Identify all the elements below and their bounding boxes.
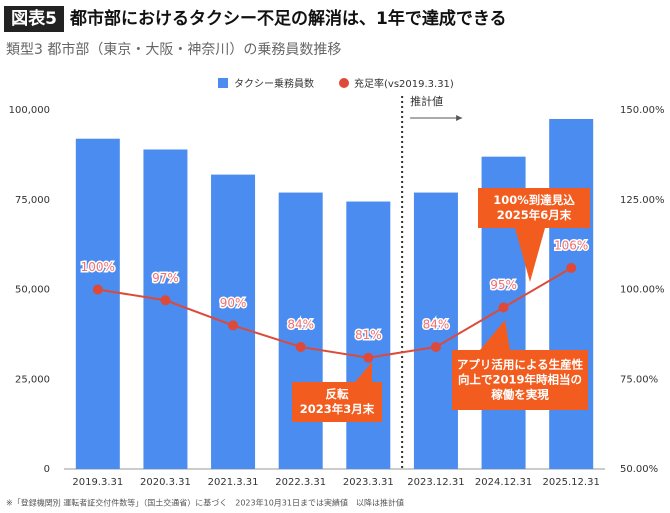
y-tick-label: 75,000: [15, 195, 50, 206]
bar: [413, 192, 458, 469]
annotation-tail: [515, 228, 545, 282]
bar: [143, 149, 188, 470]
badge-box: [4, 6, 64, 32]
data-label: 106%: [554, 238, 588, 252]
annotation-text: 2023年3月末: [300, 402, 375, 416]
chart-title: 類型3 都市部（東京・大阪・神奈川）の乗務員数推移: [6, 41, 341, 58]
forecast-label: 推計値: [410, 94, 443, 108]
badge: 図表5: [11, 8, 57, 29]
point: [566, 262, 577, 273]
forecast-arrowhead: [456, 115, 463, 121]
x-tick-label: 2025.12.31: [543, 477, 600, 488]
data-label: 84%: [287, 317, 314, 331]
annotation-text: 稼働を実現: [491, 388, 549, 402]
annotation-text: アプリ活用による生産性: [457, 358, 584, 372]
y2-tick-label: 50.00%: [620, 464, 658, 475]
annotation-tail: [480, 320, 510, 350]
data-label: 95%: [490, 278, 517, 292]
annotation-box: [478, 188, 590, 228]
point: [430, 341, 441, 352]
point: [295, 341, 306, 352]
data-label: 81%: [355, 328, 382, 342]
x-tick-label: 2024.12.31: [475, 477, 532, 488]
y2-tick-label: 150.00%: [620, 105, 665, 116]
legend-label: タクシー乗務員数: [234, 77, 314, 90]
y-tick-label: 0: [44, 464, 50, 475]
annotation-text: 100%到達見込: [493, 193, 575, 207]
x-tick-label: 2019.3.31: [72, 477, 123, 488]
x-tick-label: 2020.3.31: [140, 477, 191, 488]
legend-swatch: [218, 78, 228, 88]
bar: [549, 118, 594, 469]
x-tick-label: 2022.3.31: [275, 477, 326, 488]
line: [97, 267, 572, 359]
y2-tick-label: 125.00%: [620, 195, 665, 206]
x-tick-label: 2023.12.31: [407, 477, 464, 488]
data-label: 100%: [81, 260, 115, 274]
y2-tick-label: 100.00%: [620, 285, 665, 296]
point: [498, 302, 509, 313]
bar: [278, 192, 323, 469]
annotation-box: [292, 382, 382, 422]
legend-label: 充足率(vs2019.3.31): [354, 77, 454, 90]
y-tick-label: 100,000: [9, 105, 50, 116]
data-label: 90%: [220, 296, 247, 310]
annotation-box: [452, 350, 588, 410]
x-tick-label: 2023.3.31: [343, 477, 394, 488]
bar: [346, 201, 391, 470]
legend-swatch: [339, 78, 349, 88]
point: [92, 284, 103, 295]
footnote: ※「登録機関別 運転者証交付件数等」（国土交通省）に基づく 2023年10月31…: [6, 498, 404, 508]
y2-tick-label: 75.00%: [620, 374, 658, 385]
bar: [75, 138, 120, 469]
y-tick-label: 50,000: [15, 285, 50, 296]
annotation-text: 反転: [326, 387, 349, 401]
annotation-text: 向上で2019年時相当の: [458, 373, 582, 387]
data-label: 84%: [423, 317, 450, 331]
page-title: 都市部におけるタクシー不足の解消は、1年で達成できる: [69, 8, 507, 29]
annotation-text: 2025年6月末: [497, 208, 572, 222]
point: [160, 295, 171, 306]
y-tick-label: 25,000: [15, 374, 50, 385]
data-label: 97%: [152, 271, 179, 285]
point: [363, 352, 374, 363]
x-tick-label: 2021.3.31: [208, 477, 259, 488]
point: [228, 320, 239, 331]
